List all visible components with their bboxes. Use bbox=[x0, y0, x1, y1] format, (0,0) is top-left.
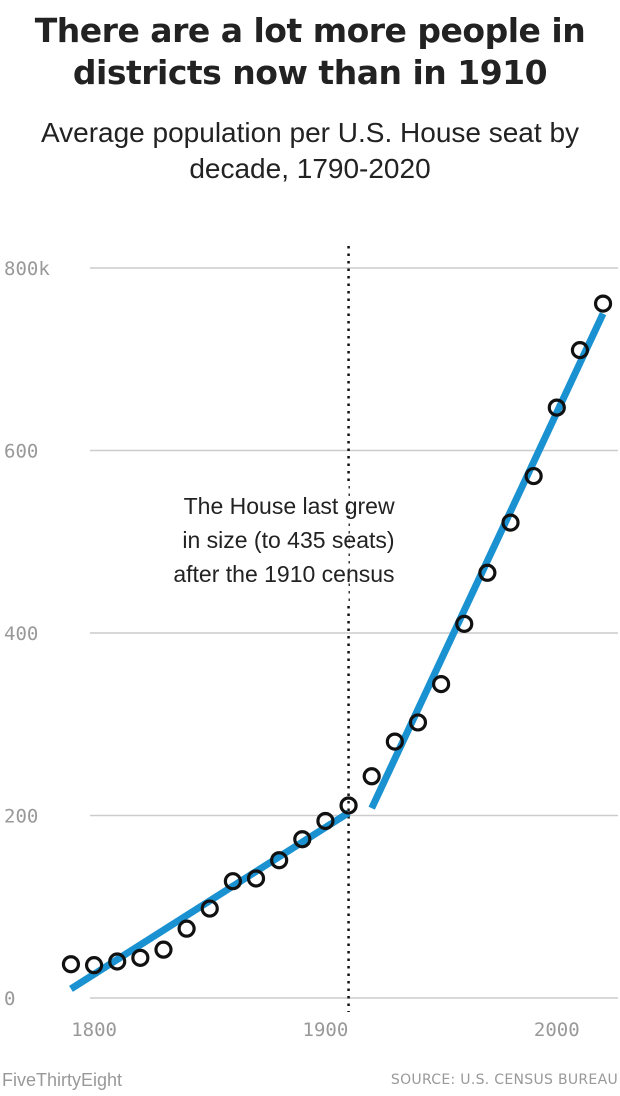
y-tick-label: 800k bbox=[4, 258, 50, 280]
data-point bbox=[200, 899, 219, 918]
annotation-text: in size (to 435 seats) bbox=[182, 527, 394, 553]
x-tick-label: 1800 bbox=[71, 1019, 117, 1041]
annotation-background bbox=[113, 486, 349, 602]
trend-line bbox=[368, 312, 607, 810]
x-tick-labels: 1800 1900 2000 bbox=[71, 1019, 579, 1041]
data-point bbox=[223, 872, 242, 891]
source-label: SOURCE: U.S. CENSUS BUREAU bbox=[390, 1072, 618, 1088]
data-point bbox=[432, 674, 451, 694]
data-point bbox=[108, 952, 127, 971]
annotations: The House last grew in size (to 435 seats… bbox=[113, 486, 395, 602]
data-point bbox=[385, 732, 404, 751]
data-point bbox=[131, 948, 150, 967]
y-tick-label: 0 bbox=[4, 988, 15, 1010]
data-point bbox=[593, 294, 613, 313]
data-point bbox=[547, 398, 566, 417]
y-tick-label: 400 bbox=[4, 623, 38, 645]
data-point bbox=[61, 955, 81, 974]
data-point bbox=[501, 513, 520, 532]
trend-lines bbox=[69, 312, 607, 992]
data-point bbox=[316, 811, 335, 831]
data-point bbox=[339, 796, 358, 815]
data-point bbox=[154, 940, 173, 959]
data-point bbox=[84, 956, 104, 975]
x-tick-label: 1900 bbox=[303, 1019, 349, 1041]
data-point bbox=[408, 713, 428, 732]
annotation-text: The House last grew bbox=[184, 493, 395, 519]
data-point bbox=[524, 466, 543, 486]
data-points bbox=[61, 294, 613, 975]
grid-lines bbox=[90, 267, 618, 999]
data-point bbox=[455, 614, 474, 633]
y-tick-label: 600 bbox=[4, 441, 38, 463]
chart-title: There are a lot more people in districts… bbox=[34, 11, 586, 92]
annotation-text: after the 1910 census bbox=[173, 561, 394, 587]
data-point bbox=[570, 341, 590, 360]
data-point bbox=[270, 851, 289, 870]
chart-subtitle: Average population per U.S. House seat b… bbox=[40, 117, 580, 184]
y-tick-label: 200 bbox=[4, 806, 38, 828]
data-point bbox=[362, 767, 381, 786]
data-point bbox=[293, 830, 312, 849]
brand-label: FiveThirtyEight bbox=[2, 1070, 123, 1090]
data-point bbox=[478, 563, 497, 582]
data-point bbox=[177, 919, 196, 938]
data-point bbox=[246, 869, 266, 888]
y-tick-labels: 0 200 400 600 800k bbox=[4, 258, 50, 1010]
x-tick-label: 2000 bbox=[534, 1019, 580, 1041]
